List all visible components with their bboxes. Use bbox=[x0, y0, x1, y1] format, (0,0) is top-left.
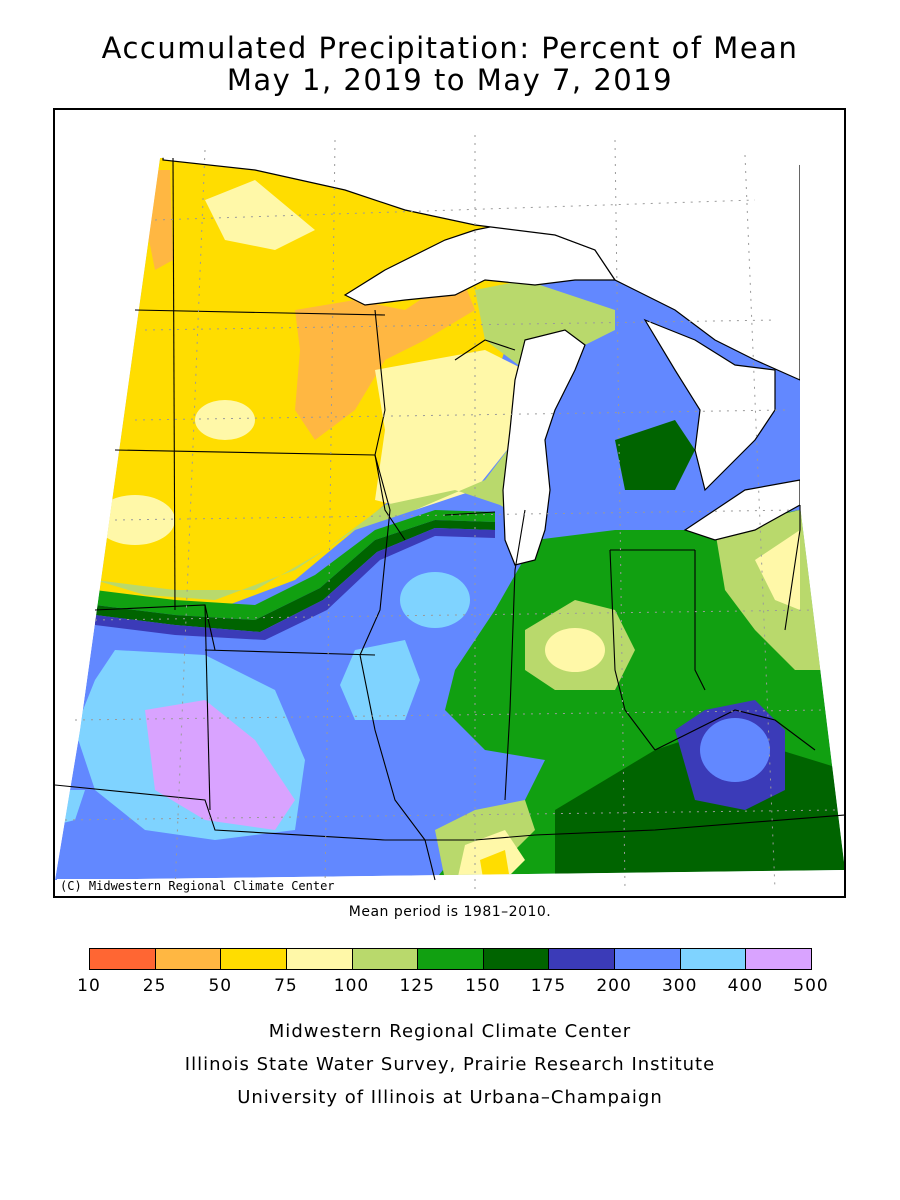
map-title: Accumulated Precipitation: Percent of Me… bbox=[101, 31, 799, 65]
legend-swatch-3 bbox=[285, 948, 353, 970]
credit-uiuc: University of Illinois at Urbana–Champai… bbox=[237, 1087, 663, 1108]
canada-area bbox=[162, 110, 801, 381]
legend-tick-label: 150 bbox=[465, 976, 501, 996]
legend-tick-label: 10 bbox=[77, 976, 101, 996]
state-borders bbox=[55, 157, 844, 881]
legend-tick-label: 175 bbox=[530, 976, 567, 996]
color-legend bbox=[89, 948, 812, 970]
zone-75-100-ne bbox=[95, 495, 175, 545]
legend-swatch-10 bbox=[745, 948, 812, 970]
zone-75-100-wi bbox=[375, 350, 525, 510]
zone-150-175-band bbox=[95, 520, 495, 632]
zone-200-300-ky bbox=[700, 718, 770, 782]
credit-mrcc: Midwestern Regional Climate Center bbox=[268, 1021, 632, 1042]
precipitation-map: (C) Midwestern Regional Climate Center bbox=[53, 108, 846, 898]
legend-tick-label: 300 bbox=[661, 976, 698, 996]
legend-swatch-6 bbox=[482, 948, 550, 970]
legend-swatch-0 bbox=[89, 948, 156, 970]
legend-tick-label: 125 bbox=[399, 976, 435, 996]
zone-75-100-nd bbox=[205, 180, 315, 250]
zone-100-125-band bbox=[95, 280, 615, 600]
zone-150-175-mi bbox=[615, 420, 695, 490]
map-canvas bbox=[55, 110, 844, 896]
copyright-label: (C) Midwestern Regional Climate Center bbox=[57, 879, 338, 894]
legend-tick-label: 25 bbox=[142, 976, 167, 996]
zone-300-400-mo bbox=[400, 572, 470, 628]
legend-tick-label: 50 bbox=[208, 976, 233, 996]
zone-75-100-ne2 bbox=[755, 530, 800, 610]
legend-swatch-1 bbox=[154, 948, 222, 970]
outside-domain bbox=[55, 110, 844, 896]
map-date-range: May 1, 2019 to May 7, 2019 bbox=[226, 63, 674, 97]
zone-25-50-mn bbox=[295, 285, 475, 440]
legend-tick-label: 100 bbox=[333, 976, 370, 996]
zone-300-400-ia bbox=[340, 640, 420, 720]
legend-swatch-4 bbox=[351, 948, 419, 970]
mean-period-note: Mean period is 1981–2010. bbox=[348, 904, 552, 920]
lake-huron bbox=[643, 318, 776, 492]
lake-michigan bbox=[502, 329, 586, 566]
legend-tick-label: 75 bbox=[274, 976, 298, 996]
legend-swatch-2 bbox=[220, 948, 287, 970]
zone-75-100-east bbox=[545, 628, 605, 672]
legend-swatch-9 bbox=[679, 948, 747, 970]
legend-swatch-7 bbox=[548, 948, 616, 970]
graticule bbox=[64, 135, 836, 891]
legend-tick-label: 500 bbox=[793, 976, 829, 996]
zone-75-100-sd bbox=[195, 400, 255, 440]
legend-swatch-5 bbox=[417, 948, 484, 970]
legend-tick-label: 200 bbox=[596, 976, 632, 996]
credit-isws: Illinois State Water Survey, Prairie Res… bbox=[184, 1054, 716, 1075]
zone-125-150-band bbox=[95, 510, 495, 620]
legend-swatch-8 bbox=[614, 948, 681, 970]
zone-50-75-il bbox=[480, 850, 510, 880]
legend-tick-label: 400 bbox=[727, 976, 764, 996]
